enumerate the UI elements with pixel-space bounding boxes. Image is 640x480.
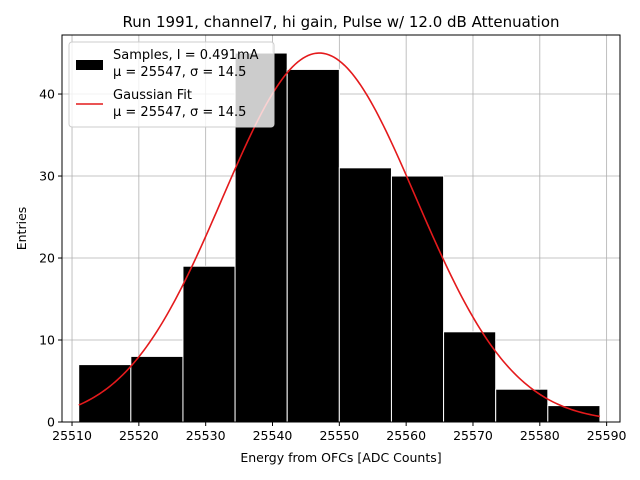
- plot-frame: [61, 34, 621, 423]
- legend-fit-stats: μ = 25547, σ = 14.5: [113, 105, 246, 120]
- histogram-bar: [443, 331, 497, 423]
- histogram-bar: [286, 68, 340, 423]
- x-tick-label: 25570: [453, 428, 493, 443]
- legend-fit-label: Gaussian Fit: [113, 88, 192, 103]
- y-tick-label: 20: [39, 251, 55, 266]
- x-tick-label: 25510: [52, 428, 92, 443]
- legend-samples-stats: μ = 25547, σ = 14.5: [113, 65, 246, 80]
- y-axis-label: Entries: [14, 207, 29, 251]
- y-tick-label: 0: [47, 415, 55, 430]
- histogram-bar: [390, 175, 445, 423]
- histogram-bar: [338, 167, 392, 423]
- x-axis-label: Energy from OFCs [ADC Counts]: [240, 450, 441, 465]
- chart-title: Run 1991, channel7, hi gain, Pulse w/ 12…: [122, 13, 559, 31]
- histogram-bar: [78, 364, 132, 423]
- histogram-bar: [130, 355, 184, 423]
- x-tick-label: 25560: [386, 428, 426, 443]
- y-tick-label: 40: [39, 87, 55, 102]
- x-tick-label: 25590: [587, 428, 627, 443]
- axis-ticks: 25510 25520 25530 25540 25550 25560 25570 25580…: [39, 87, 626, 443]
- y-tick-label: 30: [39, 169, 55, 184]
- x-tick-label: 25550: [319, 428, 359, 443]
- histogram-bar: [547, 405, 601, 423]
- gaussian-fit-line: [78, 52, 601, 418]
- histogram-bar: [182, 265, 236, 423]
- x-tick-label: 25540: [253, 428, 293, 443]
- x-tick-label: 25530: [186, 428, 226, 443]
- legend-samples-swatch: [76, 60, 103, 70]
- x-tick-label: 25580: [520, 428, 560, 443]
- legend: Samples, I = 0.491mA μ = 25547, σ = 14.5…: [68, 41, 275, 128]
- legend-box: [68, 41, 275, 128]
- y-tick-label: 10: [39, 333, 55, 348]
- legend-samples-label: Samples, I = 0.491mA: [113, 48, 259, 63]
- x-tick-label: 25520: [119, 428, 159, 443]
